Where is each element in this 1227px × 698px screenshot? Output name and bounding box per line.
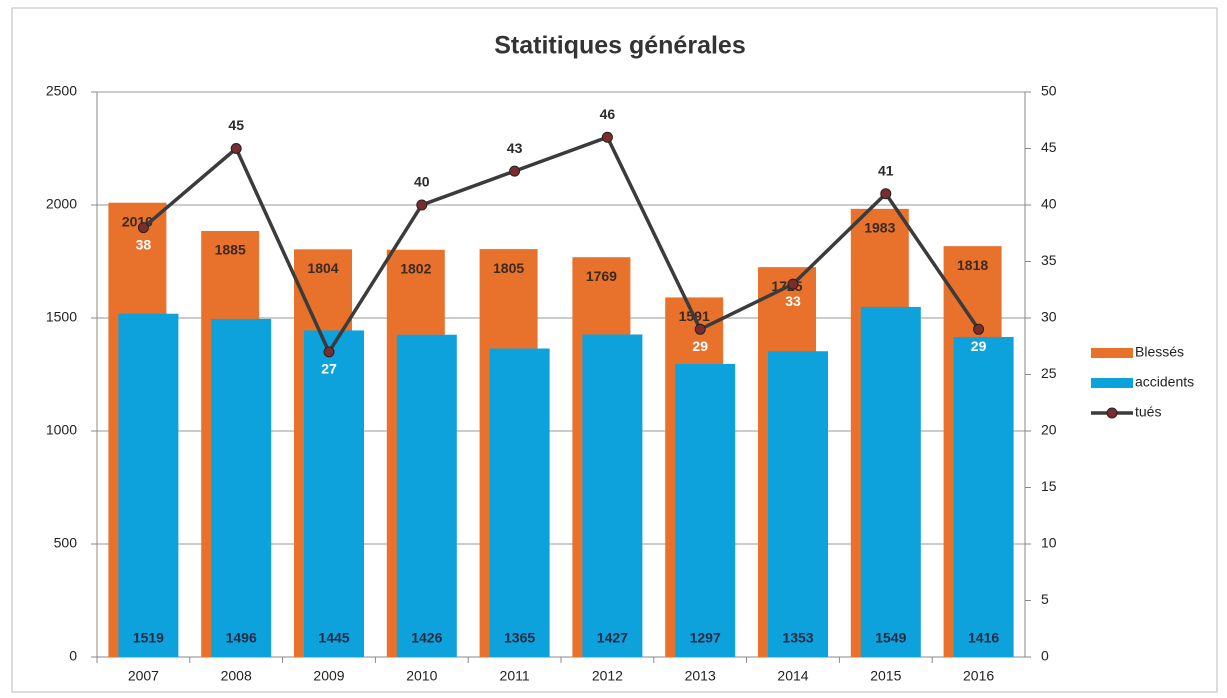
data-label: 1426	[411, 630, 442, 646]
data-label: 45	[228, 117, 244, 133]
y2-tick-label: 30	[1041, 309, 1057, 325]
y-tick-label: 0	[69, 648, 77, 664]
y2-tick-label: 15	[1041, 478, 1057, 494]
bar	[304, 330, 364, 657]
marker	[694, 323, 706, 335]
x-tick-label: 2009	[313, 668, 344, 684]
chart-title: Statitiques générales	[494, 32, 745, 60]
y-tick-label: 1500	[46, 309, 77, 325]
y2-tick-label: 0	[1041, 648, 1049, 664]
data-label: 27	[321, 361, 337, 377]
x-tick-label: 2007	[128, 668, 159, 684]
x-tick-label: 2015	[870, 668, 901, 684]
data-label: 1496	[226, 630, 257, 646]
data-label: 1365	[504, 630, 535, 646]
x-tick-label: 2013	[685, 668, 716, 684]
y2-tick-label: 40	[1041, 196, 1057, 212]
x-tick-label: 2014	[777, 668, 808, 684]
data-label: 1549	[875, 630, 906, 646]
bar	[768, 351, 828, 657]
x-tick-label: 2010	[406, 668, 437, 684]
marker	[973, 323, 985, 335]
data-label: 29	[692, 338, 708, 354]
marker	[880, 188, 892, 200]
bar	[675, 363, 736, 657]
data-label: 1353	[782, 630, 813, 646]
y2-tick-label: 50	[1041, 83, 1057, 99]
legend-label: accidents	[1135, 374, 1194, 390]
marker	[601, 131, 613, 143]
data-label: 29	[971, 338, 987, 354]
bar	[211, 318, 272, 657]
bar	[860, 306, 921, 657]
data-label: 33	[785, 293, 801, 309]
x-tick-label: 2016	[963, 668, 994, 684]
legend-label: Blessés	[1135, 344, 1184, 360]
bar	[953, 336, 1014, 657]
data-label: 1818	[957, 257, 988, 273]
data-label: 1804	[307, 260, 338, 276]
marker	[509, 165, 521, 177]
x-tick-label: 2011	[500, 668, 530, 684]
data-label: 43	[507, 140, 523, 156]
chart-border	[11, 7, 1218, 693]
data-label: 1297	[690, 630, 721, 646]
marker	[323, 346, 335, 358]
legend-swatch	[1091, 348, 1133, 358]
data-label: 38	[136, 236, 152, 252]
marker	[416, 199, 428, 211]
bar	[489, 348, 550, 657]
data-label: 1416	[968, 630, 999, 646]
y2-tick-label: 10	[1041, 535, 1057, 551]
marker	[230, 143, 242, 154]
y2-tick-label: 45	[1041, 139, 1057, 155]
bar	[118, 313, 179, 657]
marker	[787, 278, 799, 290]
line	[142, 135, 981, 356]
data-label: 1769	[586, 268, 617, 284]
y-tick-label: 2500	[46, 83, 77, 99]
y-tick-label: 1000	[46, 422, 77, 438]
marker	[137, 222, 149, 234]
data-label: 1885	[215, 242, 246, 258]
y2-tick-label: 35	[1041, 252, 1057, 268]
data-label: 1802	[400, 260, 431, 276]
x-tick-label: 2012	[592, 668, 623, 684]
data-label: 40	[414, 174, 430, 190]
y-tick-label: 2000	[46, 196, 77, 212]
data-label: 1445	[318, 630, 349, 646]
legend-label: tués	[1135, 404, 1161, 420]
data-label: 46	[600, 106, 616, 122]
y2-tick-label: 25	[1041, 365, 1057, 381]
data-label: 1983	[864, 220, 895, 236]
x-tick-label: 2008	[221, 668, 252, 684]
legend-swatch	[1106, 407, 1118, 419]
y-tick-label: 500	[54, 535, 78, 551]
data-label: 41	[878, 162, 894, 178]
y2-tick-label: 20	[1041, 422, 1057, 438]
bar	[582, 334, 643, 657]
legend-swatch	[1091, 378, 1133, 388]
bar	[396, 334, 457, 657]
data-label: 1427	[597, 630, 628, 646]
y2-tick-label: 5	[1041, 591, 1049, 607]
data-label: 1519	[133, 630, 164, 646]
data-label: 1805	[493, 260, 524, 276]
